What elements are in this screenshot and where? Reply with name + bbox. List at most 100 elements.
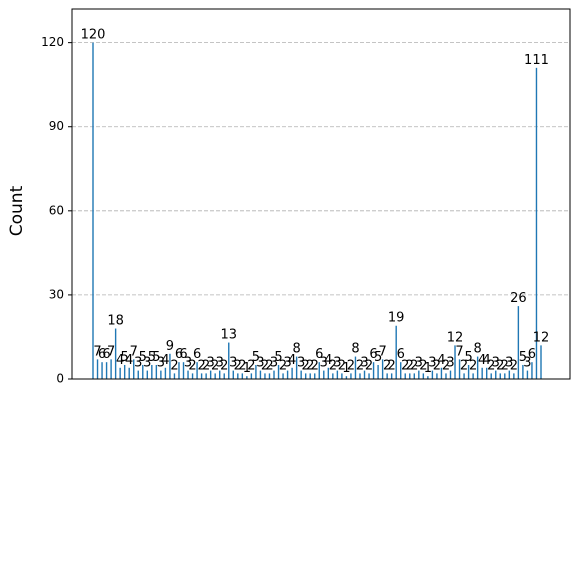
bar <box>531 362 533 379</box>
bar <box>463 373 465 379</box>
bar <box>368 373 370 379</box>
bar <box>314 373 316 379</box>
value-label: 2 <box>197 358 205 373</box>
value-label: 2 <box>433 358 441 373</box>
bar <box>304 373 307 379</box>
value-label: 12 <box>533 330 550 345</box>
bar <box>142 364 144 379</box>
value-label: 3 <box>446 356 454 371</box>
bar <box>440 367 443 379</box>
bar <box>422 373 425 379</box>
bar <box>151 364 153 379</box>
bar <box>223 373 225 379</box>
bar <box>323 370 325 379</box>
bar <box>504 373 506 379</box>
value-label: 5 <box>152 350 160 365</box>
bar <box>327 367 330 379</box>
bar <box>381 359 384 379</box>
value-label: 2 <box>383 358 391 373</box>
value-label: 120 <box>81 28 106 43</box>
value-label: 5 <box>274 350 282 365</box>
value-label: 6 <box>179 347 187 362</box>
bar <box>413 373 415 379</box>
bar <box>309 373 311 379</box>
bar <box>499 373 501 379</box>
value-label: 1 <box>424 361 432 376</box>
bar <box>458 359 461 379</box>
bar <box>101 362 103 379</box>
value-label: 4 <box>116 353 124 368</box>
value-label: 3 <box>256 356 264 371</box>
bar <box>490 373 492 379</box>
value-label: 6 <box>397 347 405 362</box>
value-label: 5 <box>374 350 382 365</box>
bar <box>169 353 171 379</box>
value-label: 1 <box>243 361 251 376</box>
value-label: 2 <box>306 358 314 373</box>
value-label: 6 <box>315 347 323 362</box>
bar <box>137 370 139 379</box>
bar <box>191 373 194 379</box>
value-label: 2 <box>170 358 178 373</box>
bar <box>377 364 379 379</box>
value-label: 2 <box>356 358 364 373</box>
value-label: 2 <box>202 358 210 373</box>
value-label: 18 <box>107 314 124 329</box>
bar <box>146 370 149 379</box>
value-label: 5 <box>464 350 472 365</box>
value-label: 3 <box>333 356 341 371</box>
bar <box>359 373 361 379</box>
value-label: 4 <box>437 353 445 368</box>
y-tick-label: 0 <box>56 372 64 386</box>
bar <box>246 376 248 379</box>
bar <box>517 306 520 379</box>
bar <box>404 373 406 379</box>
bar <box>133 359 135 379</box>
value-label: 3 <box>523 356 531 371</box>
value-label: 2 <box>261 358 269 373</box>
value-label: 2 <box>338 358 346 373</box>
value-label: 4 <box>125 353 133 368</box>
value-label: 26 <box>510 291 527 306</box>
value-label: 2 <box>302 358 310 373</box>
bar <box>300 370 302 379</box>
value-label: 6 <box>98 347 106 362</box>
bar <box>219 370 221 379</box>
bar <box>105 362 108 379</box>
bar <box>431 370 434 379</box>
bar <box>205 373 207 379</box>
value-label: 3 <box>143 356 151 371</box>
value-label: 2 <box>311 358 319 373</box>
bar <box>182 362 185 379</box>
bar <box>318 362 320 379</box>
bar <box>92 42 94 380</box>
bar <box>454 345 456 379</box>
bar <box>535 67 538 379</box>
bar <box>295 356 298 379</box>
value-label: 12 <box>447 330 464 345</box>
value-label: 6 <box>528 347 536 362</box>
value-label: 2 <box>496 358 504 373</box>
value-label: 2 <box>388 358 396 373</box>
bar <box>467 364 470 379</box>
value-label: 3 <box>207 356 215 371</box>
bar <box>372 362 375 379</box>
bar <box>436 373 438 379</box>
bar <box>277 364 280 379</box>
bar <box>214 373 216 379</box>
value-label: 7 <box>130 344 138 359</box>
value-label: 7 <box>455 344 463 359</box>
bar <box>409 373 411 379</box>
plot-frame <box>71 8 571 380</box>
value-label: 2 <box>247 358 255 373</box>
y-tick-label: 90 <box>49 119 64 133</box>
value-label: 3 <box>320 356 328 371</box>
bar <box>522 364 524 379</box>
bar <box>526 370 529 379</box>
value-label: 2 <box>410 358 418 373</box>
bar <box>350 373 352 379</box>
value-label: 7 <box>93 344 101 359</box>
value-label: 7 <box>378 344 386 359</box>
bar <box>427 376 429 379</box>
value-label: 2 <box>279 358 287 373</box>
